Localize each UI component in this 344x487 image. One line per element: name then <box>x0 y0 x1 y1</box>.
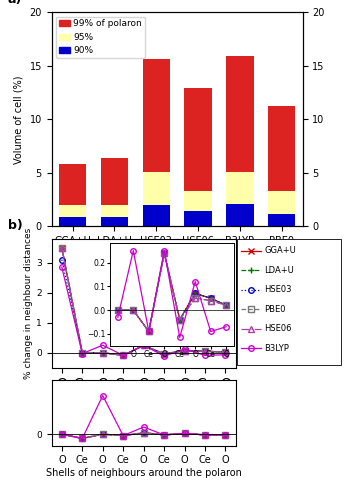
Bar <box>226 172 254 204</box>
Bar <box>101 158 128 205</box>
Bar <box>226 204 254 226</box>
Y-axis label: Volume of cell (%): Volume of cell (%) <box>14 75 24 164</box>
Y-axis label: % change in neighbour distances: % change in neighbour distances <box>24 227 33 379</box>
Text: a): a) <box>8 0 22 6</box>
Bar <box>101 217 128 226</box>
Text: PBE0: PBE0 <box>264 305 286 314</box>
Bar <box>226 56 254 172</box>
Bar <box>143 205 170 226</box>
Text: HSE03: HSE03 <box>264 285 292 294</box>
Bar <box>268 214 295 226</box>
Text: b): b) <box>8 219 23 232</box>
Text: HSE06: HSE06 <box>264 324 292 333</box>
Text: GGA+U: GGA+U <box>264 246 296 255</box>
Bar <box>184 211 212 226</box>
Text: LDA+U: LDA+U <box>264 266 294 275</box>
Bar <box>143 59 170 172</box>
Bar <box>59 205 86 217</box>
Legend: 99% of polaron, 95%, 90%: 99% of polaron, 95%, 90% <box>56 17 145 58</box>
X-axis label: Shells of neighbours around the polaron: Shells of neighbours around the polaron <box>46 468 241 478</box>
Bar <box>59 217 86 226</box>
Bar <box>268 107 295 191</box>
Text: B3LYP: B3LYP <box>264 344 289 353</box>
Bar <box>268 191 295 214</box>
Bar <box>143 172 170 205</box>
Bar <box>101 205 128 217</box>
Bar <box>184 191 212 211</box>
Bar <box>184 88 212 191</box>
Bar <box>59 164 86 205</box>
